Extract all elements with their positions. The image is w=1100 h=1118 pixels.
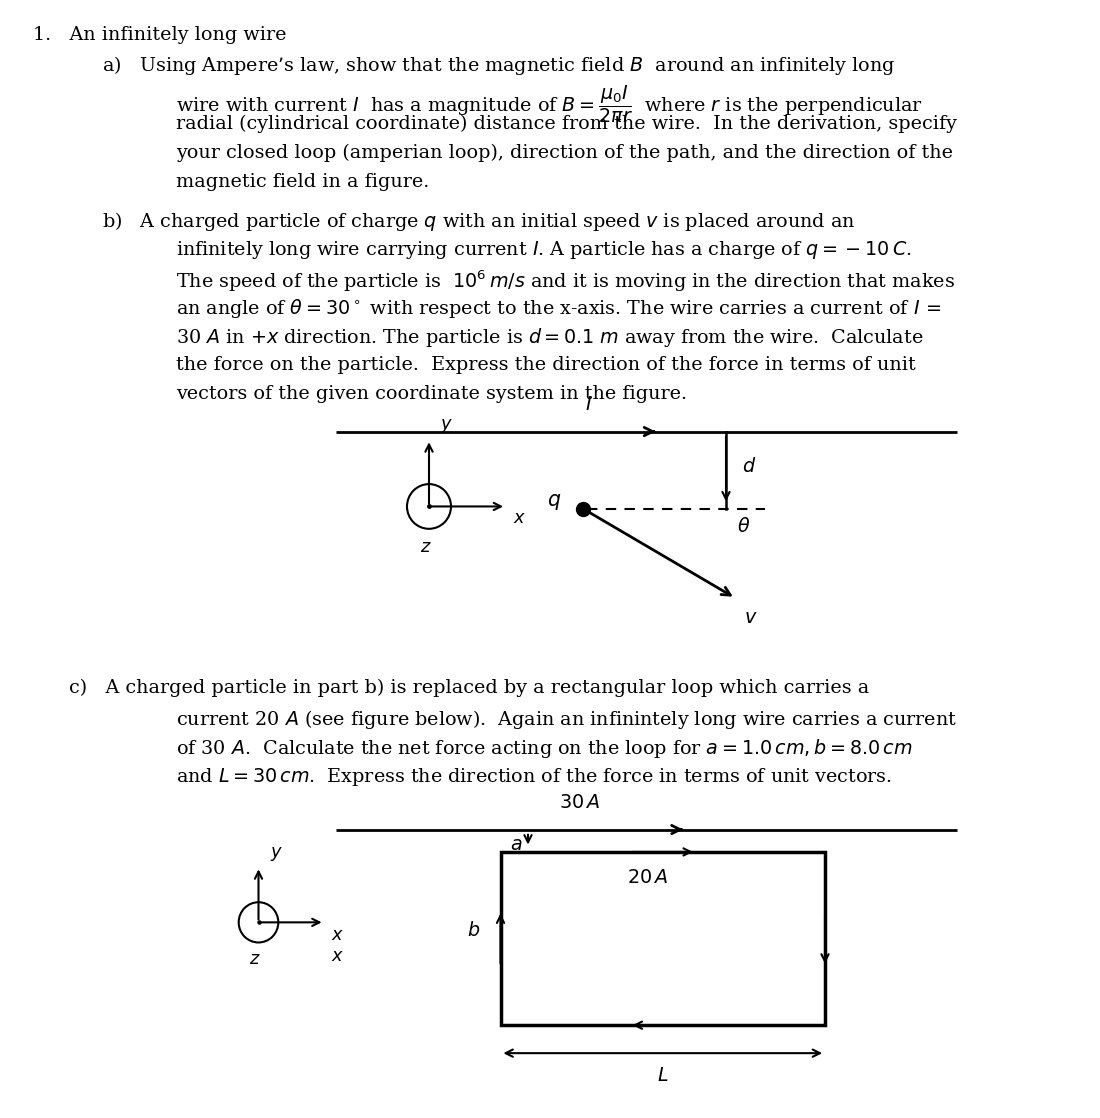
Text: c)   A charged particle in part b) is replaced by a rectangular loop which carri: c) A charged particle in part b) is repl… <box>69 679 869 697</box>
Text: an angle of $\theta = 30^\circ$ with respect to the x-axis. The wire carries a c: an angle of $\theta = 30^\circ$ with res… <box>176 297 942 321</box>
Text: $x$: $x$ <box>331 947 344 965</box>
Text: infinitely long wire carrying current $\mathit{I}$. A particle has a charge of $: infinitely long wire carrying current $\… <box>176 239 912 262</box>
Text: the force on the particle.  Express the direction of the force in terms of unit: the force on the particle. Express the d… <box>176 356 915 373</box>
Text: $z$: $z$ <box>420 538 431 556</box>
Text: wire with current $\mathit{I}$  has a magnitude of $B = \dfrac{\mu_0 I}{2\pi r}$: wire with current $\mathit{I}$ has a mag… <box>176 83 923 125</box>
Text: $y$: $y$ <box>270 845 283 863</box>
Text: The speed of the particle is  $10^6\, m/s$ and it is moving in the direction tha: The speed of the particle is $10^6\, m/s… <box>176 268 955 294</box>
Text: a)   Using Ampere’s law, show that the magnetic field $\mathit{B}$  around an in: a) Using Ampere’s law, show that the mag… <box>102 54 895 77</box>
Text: $\theta$: $\theta$ <box>737 517 750 536</box>
Text: your closed loop (amperian loop), direction of the path, and the direction of th: your closed loop (amperian loop), direct… <box>176 144 953 162</box>
Text: $x$: $x$ <box>331 926 344 944</box>
Text: $I$: $I$ <box>585 396 592 414</box>
Text: current 20 $A$ (see figure below).  Again an infinintely long wire carries a cur: current 20 $A$ (see figure below). Again… <box>176 708 957 731</box>
Bar <box>500 852 825 1025</box>
Text: $x$: $x$ <box>513 509 526 527</box>
Text: 1.   An infinitely long wire: 1. An infinitely long wire <box>33 26 286 44</box>
Text: $z$: $z$ <box>250 950 261 968</box>
Text: radial (cylindrical coordinate) distance from the wire.  In the derivation, spec: radial (cylindrical coordinate) distance… <box>176 115 957 133</box>
Text: and $L = 30\, cm$.  Express the direction of the force in terms of unit vectors.: and $L = 30\, cm$. Express the direction… <box>176 766 892 788</box>
Text: $20\, A$: $20\, A$ <box>627 869 668 887</box>
Text: $y$: $y$ <box>440 417 453 435</box>
Text: b)   A charged particle of charge $\mathit{q}$ with an initial speed $\mathit{v}: b) A charged particle of charge $\mathit… <box>102 210 856 234</box>
Text: 30 $A$ in $+x$ direction. The particle is $d = 0.1\;m$ away from the wire.  Calc: 30 $A$ in $+x$ direction. The particle i… <box>176 326 923 350</box>
Text: $b$: $b$ <box>468 921 481 939</box>
Text: vectors of the given coordinate system in the figure.: vectors of the given coordinate system i… <box>176 385 688 402</box>
Text: $L$: $L$ <box>657 1067 669 1084</box>
Text: $q$: $q$ <box>547 492 561 512</box>
Text: of 30 $A$.  Calculate the net force acting on the loop for $a = 1.0\, cm, b = 8.: of 30 $A$. Calculate the net force actin… <box>176 737 913 760</box>
Text: magnetic field in a figure.: magnetic field in a figure. <box>176 173 429 191</box>
Text: $30\, A$: $30\, A$ <box>559 794 601 812</box>
Text: $v$: $v$ <box>745 609 758 627</box>
Text: $d$: $d$ <box>742 457 757 475</box>
Text: $a$: $a$ <box>510 836 522 854</box>
